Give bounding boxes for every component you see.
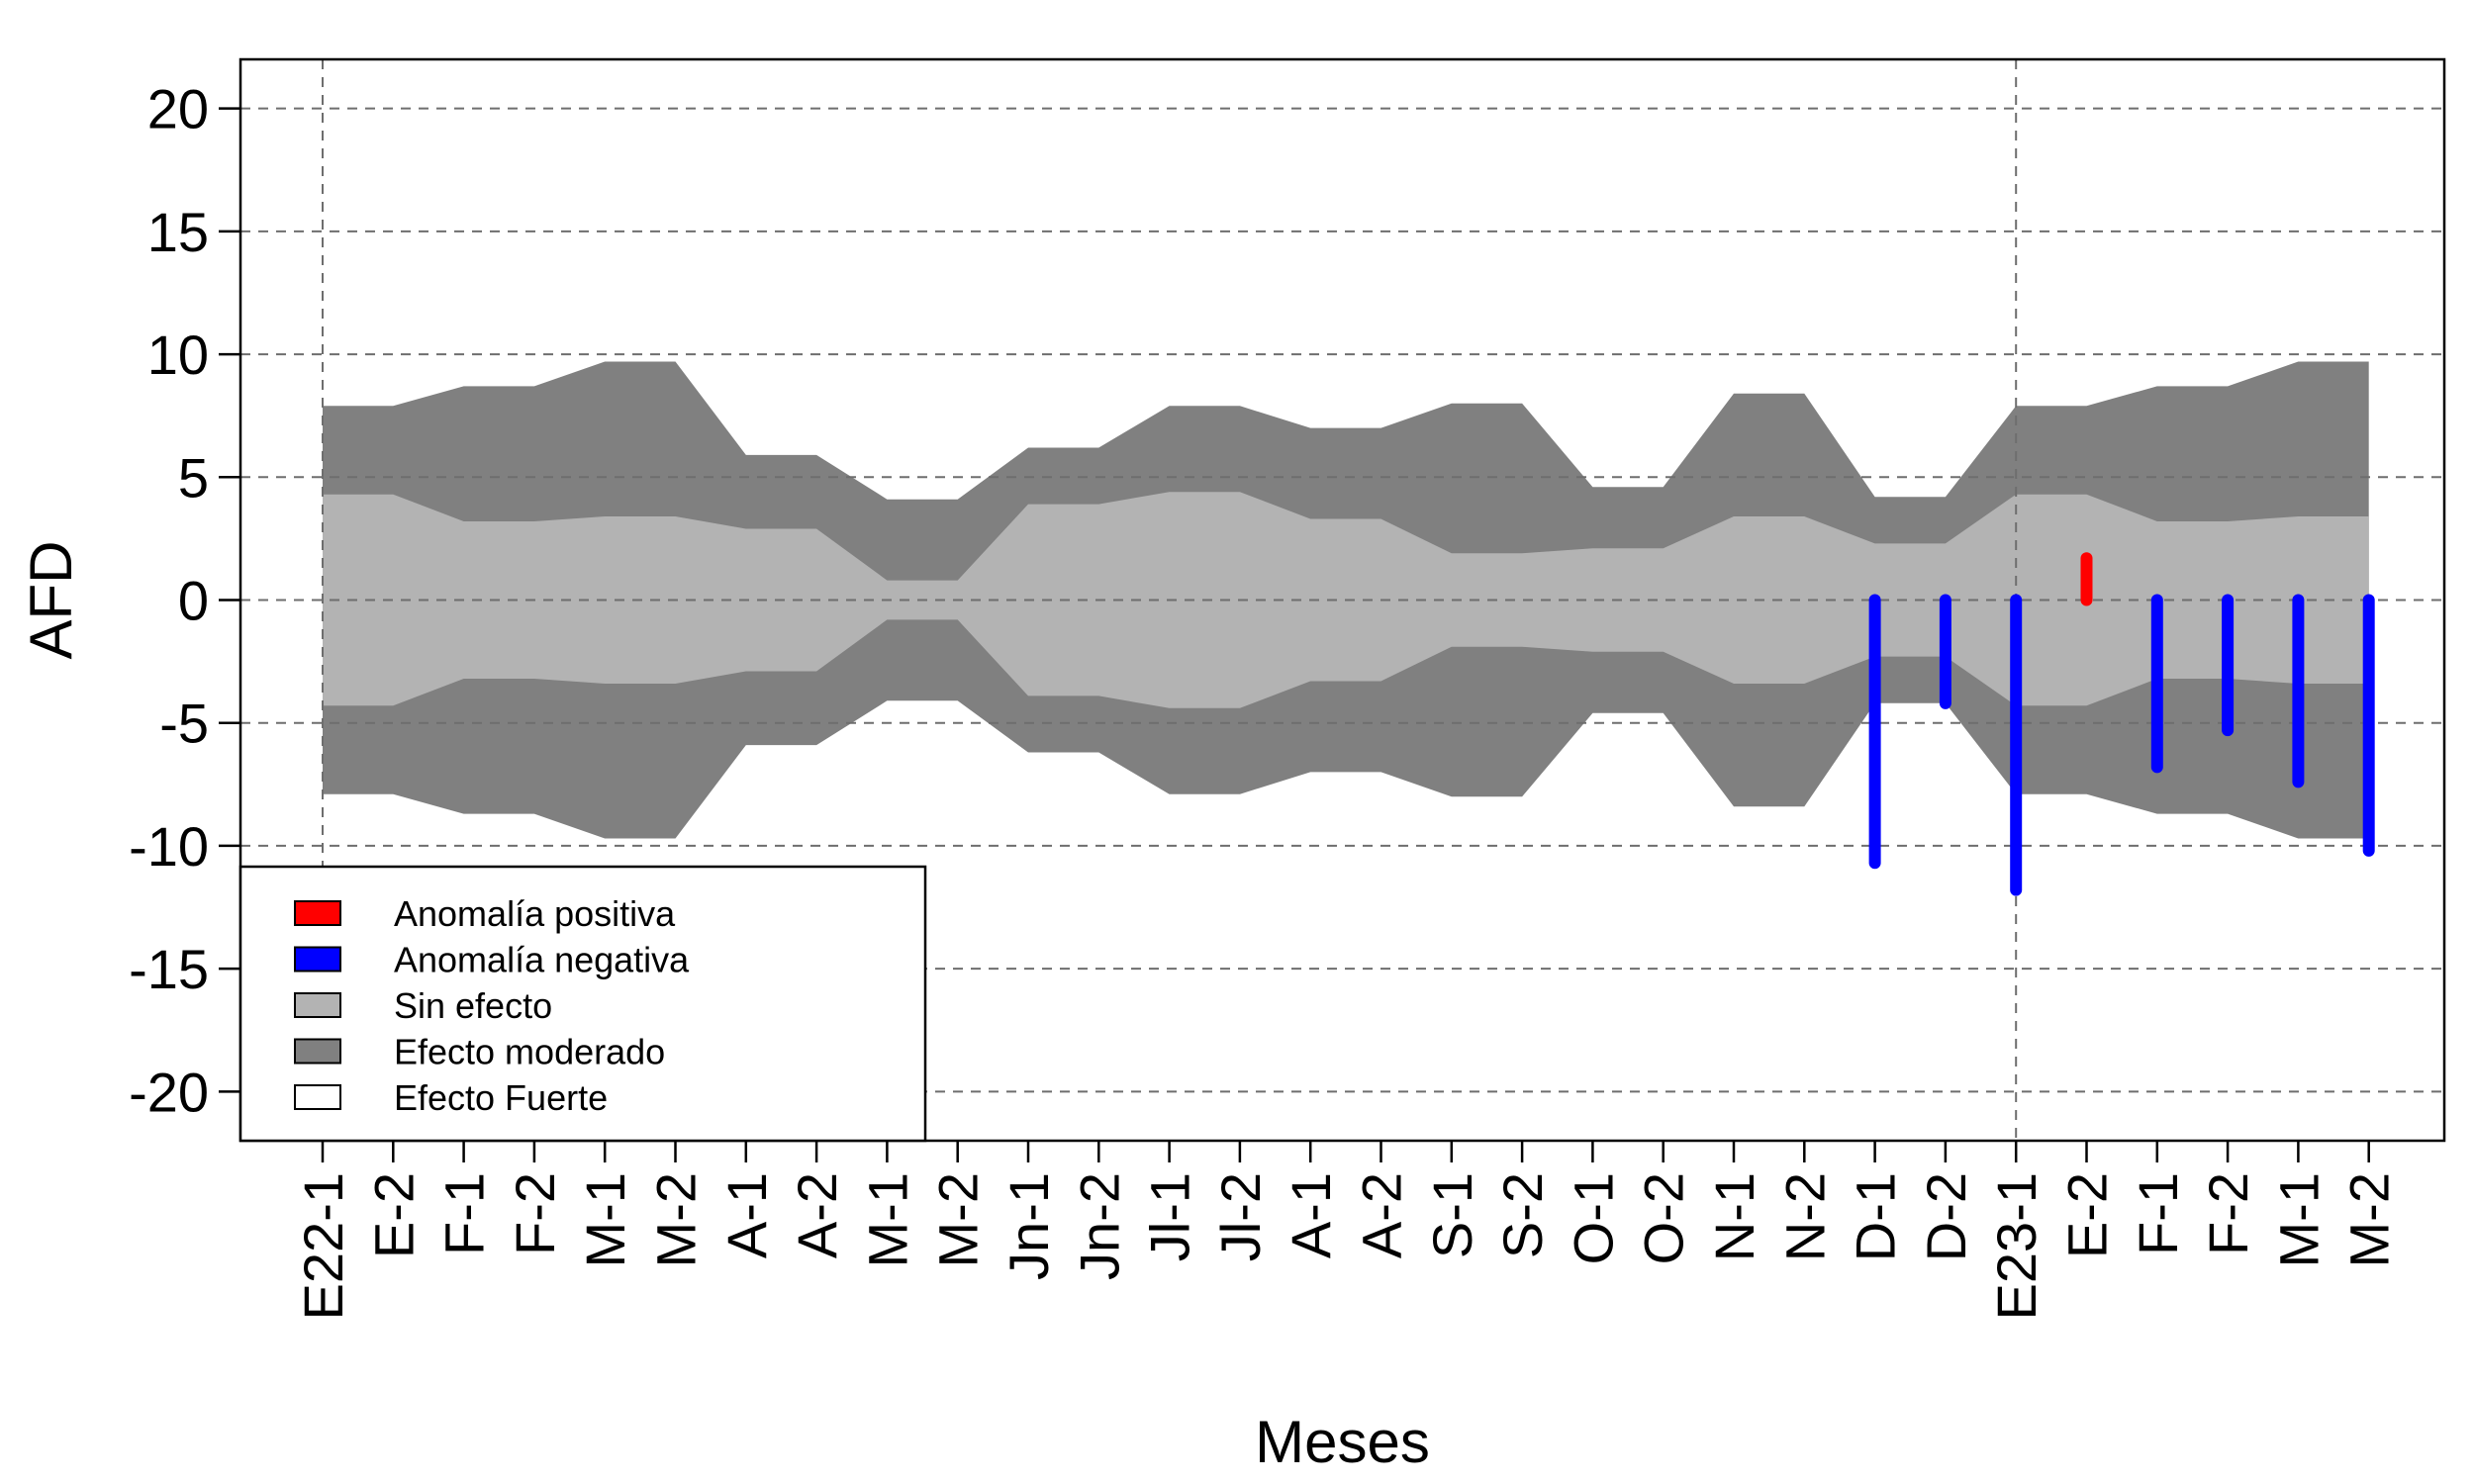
grid-layer xyxy=(240,59,2444,1141)
x-tick-label-21: N-2 xyxy=(1773,1172,1836,1261)
legend-label-0: Anomalía positiva xyxy=(394,893,676,934)
legend-swatch-0 xyxy=(294,900,341,926)
x-tick-label-7: A-2 xyxy=(786,1172,848,1258)
x-tick-label-23: D-2 xyxy=(1915,1172,1977,1261)
x-tick-label-26: F-1 xyxy=(2127,1172,2189,1255)
legend-label-3: Efecto moderado xyxy=(394,1032,665,1072)
x-tick-label-15: A-2 xyxy=(1351,1172,1413,1258)
x-tick-label-17: S-2 xyxy=(1491,1172,1554,1258)
y-tick-label-4: 0 xyxy=(178,570,209,632)
legend-label-2: Sin efecto xyxy=(394,985,552,1026)
x-tick-label-27: F-2 xyxy=(2197,1172,2259,1255)
x-tick-label-13: Jl-2 xyxy=(1209,1172,1272,1261)
x-tick-label-22: D-1 xyxy=(1845,1172,1907,1261)
x-tick-label-11: Jn-2 xyxy=(1068,1172,1130,1280)
y-axis-label: AFD xyxy=(18,541,84,660)
x-tick-label-24: E23-1 xyxy=(1985,1172,2047,1320)
x-axis-label: Meses xyxy=(1255,1409,1430,1475)
legend-swatch-1 xyxy=(294,946,341,973)
x-tick-label-2: F-1 xyxy=(433,1172,496,1255)
x-tick-label-19: O-2 xyxy=(1633,1172,1695,1264)
y-tick-label-2: -10 xyxy=(129,815,209,878)
x-axis: E22-1 E-2 F-1 F-2 M-1 M-2 A-1 A-2 M-1 M-2 Jn-1 Jn-2… xyxy=(292,1141,2401,1320)
y-axis: -20 -15 -10 -5 0 5 10 15 20 xyxy=(129,78,240,1123)
x-tick-label-3: F-2 xyxy=(504,1172,566,1255)
legend-box xyxy=(238,865,927,1143)
y-tick-label-8: 20 xyxy=(147,78,209,140)
y-tick-label-1: -15 xyxy=(129,938,209,1000)
x-tick-label-29: M-2 xyxy=(2338,1172,2401,1267)
x-tick-label-0: E22-1 xyxy=(292,1172,354,1320)
y-tick-label-3: -5 xyxy=(159,693,209,755)
x-tick-label-1: E-2 xyxy=(362,1172,425,1258)
x-tick-label-18: O-1 xyxy=(1562,1172,1624,1264)
legend-swatch-2 xyxy=(294,992,341,1018)
x-tick-label-12: Jl-1 xyxy=(1139,1172,1201,1261)
legend-swatch-3 xyxy=(294,1038,341,1065)
x-tick-label-8: M-1 xyxy=(856,1172,918,1267)
x-tick-label-6: A-1 xyxy=(715,1172,778,1258)
anomaly-layer xyxy=(1868,552,2375,896)
x-tick-label-4: M-1 xyxy=(574,1172,636,1267)
legend-label-1: Anomalía negativa xyxy=(394,940,690,980)
x-tick-label-14: A-1 xyxy=(1280,1172,1342,1258)
x-tick-label-28: M-1 xyxy=(2267,1172,2330,1267)
x-tick-label-25: E-2 xyxy=(2056,1172,2119,1258)
y-tick-label-5: 5 xyxy=(178,446,209,509)
legend-swatch-4 xyxy=(294,1084,341,1110)
y-tick-label-0: -20 xyxy=(129,1061,209,1123)
x-tick-label-10: Jn-1 xyxy=(998,1172,1060,1280)
y-tick-label-7: 15 xyxy=(147,201,209,263)
x-tick-label-20: N-1 xyxy=(1703,1172,1765,1261)
x-tick-label-5: M-2 xyxy=(645,1172,708,1267)
x-tick-label-9: M-2 xyxy=(927,1172,990,1267)
x-tick-label-16: S-1 xyxy=(1421,1172,1483,1258)
y-tick-label-6: 10 xyxy=(147,324,209,386)
legend: Anomalía positiva Anomalía negativa Sin ef… xyxy=(238,865,927,1143)
legend-label-4: Efecto Fuerte xyxy=(394,1077,608,1118)
